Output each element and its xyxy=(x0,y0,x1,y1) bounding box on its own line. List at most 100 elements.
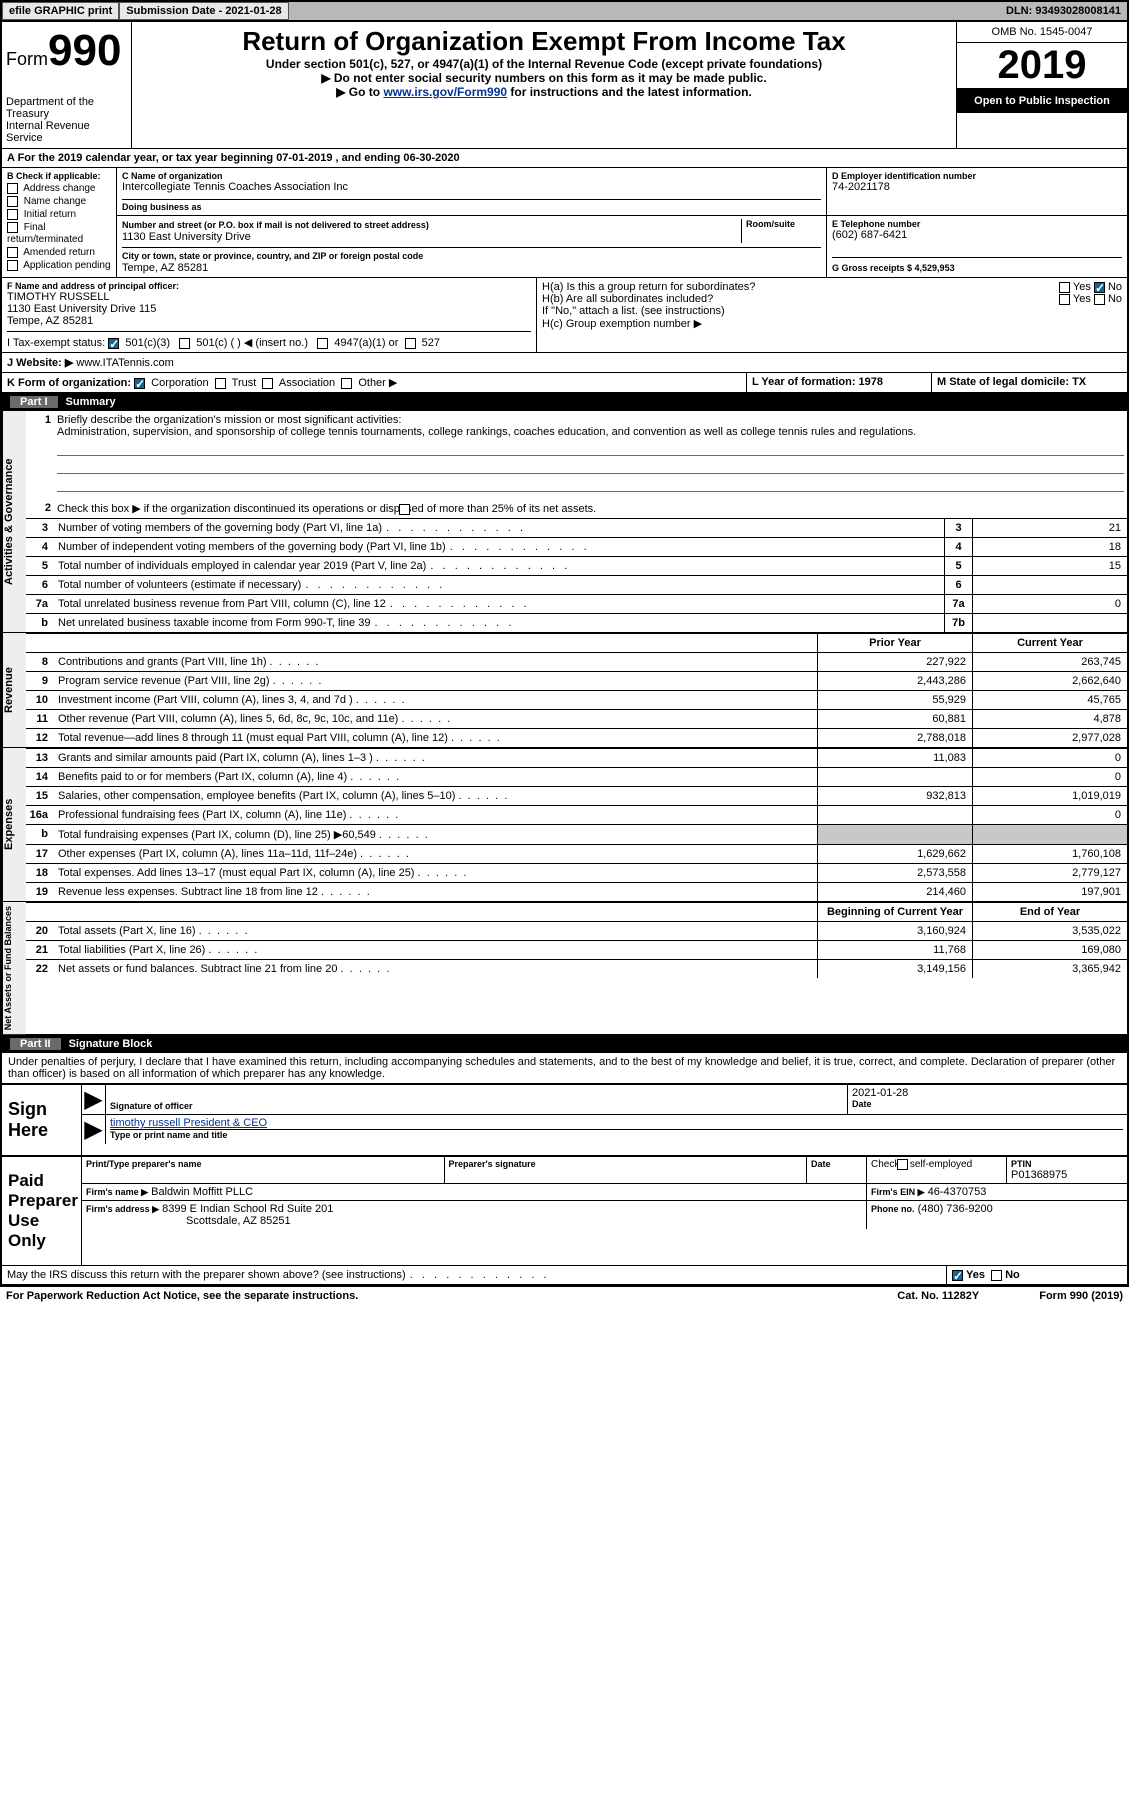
open-inspection: Open to Public Inspection xyxy=(957,89,1127,113)
sec-e-label: E Telephone number xyxy=(832,219,1122,229)
efile-print-button[interactable]: efile GRAPHIC print xyxy=(2,2,119,20)
sec-k-label: K Form of organization: xyxy=(7,377,131,389)
firm-phone: (480) 736-9200 xyxy=(918,1203,993,1215)
secb-checkbox[interactable] xyxy=(7,196,18,207)
secb-checkbox[interactable] xyxy=(7,183,18,194)
discuss-no-checkbox[interactable] xyxy=(991,1270,1002,1281)
sec-l: L Year of formation: 1978 xyxy=(752,376,883,388)
perjury-declaration: Under penalties of perjury, I declare th… xyxy=(2,1053,1127,1083)
col-prior-year: Prior Year xyxy=(817,634,972,652)
room-label: Room/suite xyxy=(741,219,821,243)
form-version: Form 990 (2019) xyxy=(1039,1290,1123,1302)
527-checkbox[interactable] xyxy=(405,338,416,349)
other-checkbox[interactable] xyxy=(341,378,352,389)
discuss-yes-checkbox[interactable] xyxy=(952,1270,963,1281)
line1-label: Briefly describe the organization's miss… xyxy=(57,414,401,426)
secb-checkbox[interactable] xyxy=(7,222,18,233)
firm-addr1: 8399 E Indian School Rd Suite 201 xyxy=(162,1203,333,1215)
mission-text: Administration, supervision, and sponsor… xyxy=(57,426,916,438)
form-frame: Form990 Department of the Treasury Inter… xyxy=(0,22,1129,1286)
yes-label: Yes xyxy=(1073,281,1091,293)
sign-here-block: Sign Here ▶Signature of officer2021-01-2… xyxy=(2,1083,1127,1155)
sec-d-label: D Employer identification number xyxy=(832,171,1122,181)
dba-label: Doing business as xyxy=(122,199,821,212)
opt-4947: 4947(a)(1) or xyxy=(334,337,398,349)
org-name: Intercollegiate Tennis Coaches Associati… xyxy=(122,181,821,193)
form-number: 990 xyxy=(48,26,121,75)
hb-yes-checkbox[interactable] xyxy=(1059,294,1070,305)
501c-checkbox[interactable] xyxy=(179,338,190,349)
type-name-label: Type or print name and title xyxy=(110,1129,1123,1140)
firm-ein: 46-4370753 xyxy=(928,1186,987,1198)
page-footer: For Paperwork Reduction Act Notice, see … xyxy=(0,1286,1129,1305)
line2-text: Check this box ▶ if the organization dis… xyxy=(57,503,596,515)
sig-date-label: Date xyxy=(852,1099,1123,1109)
dln: DLN: 93493028008141 xyxy=(1000,2,1127,20)
501c3-checkbox[interactable] xyxy=(108,338,119,349)
form-header: Form990 Department of the Treasury Inter… xyxy=(2,22,1127,148)
ein-value: 74-2021178 xyxy=(832,181,1122,193)
trust-checkbox[interactable] xyxy=(215,378,226,389)
ha-yes-checkbox[interactable] xyxy=(1059,282,1070,293)
sec-j-label: J Website: ▶ xyxy=(7,357,73,369)
firm-phone-label: Phone no. xyxy=(871,1204,915,1214)
sec-hb-note: If "No," attach a list. (see instruction… xyxy=(542,305,1122,317)
sign-here-label: Sign Here xyxy=(2,1085,82,1155)
hb-no-checkbox[interactable] xyxy=(1094,294,1105,305)
firm-name: Baldwin Moffitt PLLC xyxy=(151,1186,253,1198)
city-label: City or town, state or province, country… xyxy=(122,251,423,261)
sec-g-label: G Gross receipts $ 4,529,953 xyxy=(832,263,955,273)
firm-ein-label: Firm's EIN ▶ xyxy=(871,1187,925,1197)
ptin-label: PTIN xyxy=(1011,1159,1123,1169)
sec-ha: H(a) Is this a group return for subordin… xyxy=(542,281,1059,293)
side-net-assets: Net Assets or Fund Balances xyxy=(2,902,26,1034)
assoc-checkbox[interactable] xyxy=(262,378,273,389)
form990-link[interactable]: www.irs.gov/Form990 xyxy=(383,85,507,99)
opt-trust: Trust xyxy=(232,377,257,389)
discuss-yes: Yes xyxy=(966,1269,985,1281)
side-revenue: Revenue xyxy=(2,633,26,747)
ha-no-checkbox[interactable] xyxy=(1094,282,1105,293)
corp-checkbox[interactable] xyxy=(134,378,145,389)
city-state-zip: Tempe, AZ 85281 xyxy=(122,262,208,274)
discontinued-checkbox[interactable] xyxy=(399,504,410,515)
col-eoy: End of Year xyxy=(972,903,1127,921)
paperwork-notice: For Paperwork Reduction Act Notice, see … xyxy=(6,1290,358,1302)
part1-header: Part I Summary xyxy=(2,392,1127,411)
officer-name: TIMOTHY RUSSELL xyxy=(7,291,531,303)
opt-527: 527 xyxy=(422,337,440,349)
opt-corp: Corporation xyxy=(151,377,208,389)
irs-label: Internal Revenue Service xyxy=(6,120,127,144)
sig-officer-label: Signature of officer xyxy=(110,1101,843,1111)
website-value[interactable]: www.ITATennis.com xyxy=(76,357,173,369)
secb-checkbox[interactable] xyxy=(7,247,18,258)
part1-name: Summary xyxy=(66,396,116,408)
side-expenses: Expenses xyxy=(2,748,26,901)
self-employed-checkbox[interactable] xyxy=(897,1159,908,1170)
side-governance: Activities & Governance xyxy=(2,411,26,632)
no-label: No xyxy=(1108,281,1122,293)
discuss-question: May the IRS discuss this return with the… xyxy=(7,1269,548,1281)
sec-c-name-label: C Name of organization xyxy=(122,171,821,181)
subtitle-1: Under section 501(c), 527, or 4947(a)(1)… xyxy=(136,57,952,71)
pp-sig-label: Preparer's signature xyxy=(445,1157,808,1183)
yes-label-2: Yes xyxy=(1073,293,1091,305)
firm-addr-label: Firm's address ▶ xyxy=(86,1204,159,1214)
opt-501c: 501(c) ( ) ◀ (insert no.) xyxy=(196,337,308,349)
form-word: Form xyxy=(6,49,48,69)
part2-num: Part II xyxy=(10,1038,61,1050)
street-address: 1130 East University Drive xyxy=(122,231,251,243)
dept-treasury: Department of the Treasury xyxy=(6,96,127,120)
sec-hc: H(c) Group exemption number ▶ xyxy=(542,317,1122,330)
col-current-year: Current Year xyxy=(972,634,1127,652)
secb-checkbox[interactable] xyxy=(7,209,18,220)
cat-number: Cat. No. 11282Y xyxy=(897,1290,979,1302)
secb-checkbox[interactable] xyxy=(7,260,18,271)
sec-hb: H(b) Are all subordinates included? xyxy=(542,293,1059,305)
4947-checkbox[interactable] xyxy=(317,338,328,349)
part1-num: Part I xyxy=(10,396,58,408)
no-label-2: No xyxy=(1108,293,1122,305)
form-title: Return of Organization Exempt From Incom… xyxy=(136,26,952,57)
opt-other: Other ▶ xyxy=(358,377,397,389)
telephone: (602) 687-6421 xyxy=(832,229,1122,241)
